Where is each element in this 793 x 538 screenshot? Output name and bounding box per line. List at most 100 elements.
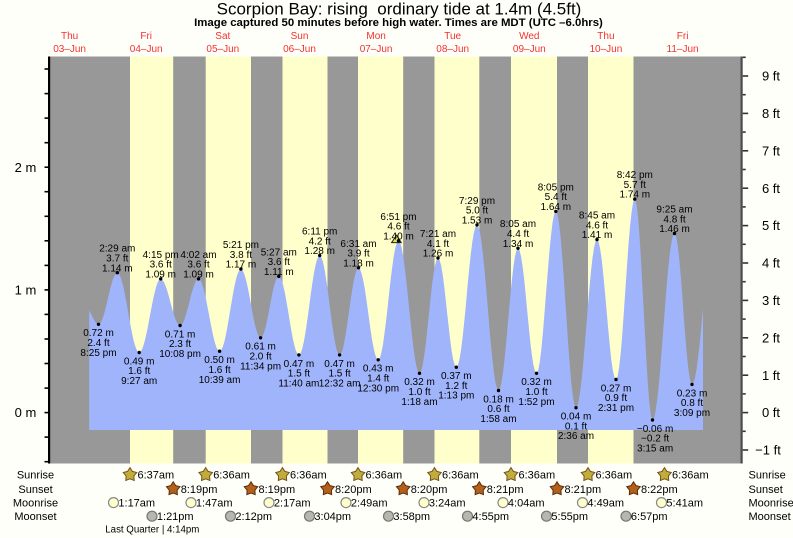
svg-text:10:08 pm: 10:08 pm: [159, 349, 201, 360]
svg-text:Last Quarter | 4:14pm: Last Quarter | 4:14pm: [105, 525, 199, 536]
svg-text:08–Jun: 08–Jun: [436, 44, 469, 55]
svg-text:1.0 ft: 1.0 ft: [525, 387, 547, 398]
svg-text:7 ft: 7 ft: [762, 143, 780, 158]
svg-text:1.64 m: 1.64 m: [541, 202, 572, 213]
svg-text:4.4 ft: 4.4 ft: [507, 229, 529, 240]
svg-text:8:20pm: 8:20pm: [335, 484, 372, 496]
svg-text:0.32 m: 0.32 m: [521, 377, 552, 388]
svg-text:6:31 am: 6:31 am: [340, 239, 376, 250]
svg-text:1.74 m: 1.74 m: [620, 190, 651, 201]
svg-text:07–Jun: 07–Jun: [360, 44, 393, 55]
svg-text:0 ft: 0 ft: [762, 405, 780, 420]
svg-text:3.6 ft: 3.6 ft: [150, 260, 172, 271]
svg-text:0.18 m: 0.18 m: [483, 394, 514, 405]
svg-text:Moonset: Moonset: [14, 511, 56, 523]
svg-text:1.6 ft: 1.6 ft: [128, 366, 150, 377]
svg-text:6:36am: 6:36am: [442, 470, 479, 482]
svg-text:0 m: 0 m: [15, 405, 37, 420]
svg-text:10:39 am: 10:39 am: [199, 375, 241, 386]
svg-text:1:21pm: 1:21pm: [157, 511, 194, 523]
svg-text:Scorpion Bay: rising ordinary: Scorpion Bay: rising ordinary tide at 1.…: [217, 0, 582, 19]
svg-text:6:36am: 6:36am: [596, 470, 633, 482]
svg-text:1.14 m: 1.14 m: [102, 263, 133, 274]
svg-text:2:17am: 2:17am: [274, 498, 311, 510]
svg-text:5:41am: 5:41am: [666, 498, 703, 510]
svg-text:03–Jun: 03–Jun: [53, 44, 86, 55]
svg-text:8:21pm: 8:21pm: [565, 484, 602, 496]
svg-text:3:24am: 3:24am: [429, 498, 466, 510]
svg-text:1.0 ft: 1.0 ft: [408, 387, 430, 398]
svg-text:8:19pm: 8:19pm: [259, 484, 296, 496]
svg-text:2:31 pm: 2:31 pm: [598, 403, 634, 414]
svg-text:6:36am: 6:36am: [213, 470, 250, 482]
svg-text:11:40 am: 11:40 am: [278, 378, 319, 389]
svg-text:Sun: Sun: [291, 31, 309, 42]
svg-text:Sunrise: Sunrise: [17, 470, 54, 482]
svg-text:2.3 ft: 2.3 ft: [169, 339, 191, 350]
svg-text:4:55pm: 4:55pm: [472, 511, 509, 523]
svg-text:5:21 pm: 5:21 pm: [223, 240, 259, 251]
svg-text:8:42 pm: 8:42 pm: [617, 170, 653, 181]
svg-text:1.5 ft: 1.5 ft: [328, 369, 350, 380]
svg-text:5.0 ft: 5.0 ft: [466, 206, 488, 217]
svg-text:1.41 m: 1.41 m: [582, 230, 613, 241]
svg-text:6:36am: 6:36am: [519, 470, 556, 482]
svg-text:Sat: Sat: [215, 31, 230, 42]
svg-text:2:29 am: 2:29 am: [99, 244, 135, 255]
svg-text:3.6 ft: 3.6 ft: [187, 260, 209, 271]
svg-text:1:47am: 1:47am: [196, 498, 233, 510]
svg-text:2 m: 2 m: [15, 160, 37, 175]
svg-text:1.17 m: 1.17 m: [226, 260, 257, 271]
svg-text:Moonset: Moonset: [749, 511, 791, 523]
svg-text:1.28 m: 1.28 m: [304, 246, 335, 257]
svg-text:2:12pm: 2:12pm: [235, 511, 272, 523]
svg-text:0.8 ft: 0.8 ft: [681, 398, 703, 409]
svg-text:8:25 pm: 8:25 pm: [80, 348, 116, 359]
svg-text:0.23 m: 0.23 m: [677, 388, 708, 399]
svg-text:4.1 ft: 4.1 ft: [427, 239, 449, 250]
svg-text:1.09 m: 1.09 m: [183, 270, 214, 281]
svg-text:0.47 m: 0.47 m: [324, 359, 355, 370]
svg-text:1 ft: 1 ft: [762, 368, 780, 383]
svg-text:Moonrise: Moonrise: [749, 498, 793, 510]
svg-text:8:45 am: 8:45 am: [579, 211, 615, 222]
svg-text:1:58 am: 1:58 am: [480, 414, 516, 425]
svg-text:3:04pm: 3:04pm: [314, 511, 351, 523]
svg-text:1.6 ft: 1.6 ft: [208, 365, 230, 376]
svg-text:0.49 m: 0.49 m: [124, 356, 155, 367]
svg-text:05–Jun: 05–Jun: [206, 44, 239, 55]
svg-text:−1 ft: −1 ft: [755, 443, 781, 458]
svg-text:0.6 ft: 0.6 ft: [487, 404, 509, 415]
svg-text:5:27 am: 5:27 am: [261, 247, 297, 258]
svg-text:0.50 m: 0.50 m: [204, 355, 235, 366]
svg-text:4.8 ft: 4.8 ft: [663, 214, 685, 225]
svg-text:3:09 pm: 3:09 pm: [674, 408, 710, 419]
svg-text:4 ft: 4 ft: [762, 256, 780, 271]
svg-text:12:32 am: 12:32 am: [319, 378, 361, 389]
svg-text:0.37 m: 0.37 m: [441, 371, 472, 382]
svg-text:12:30 pm: 12:30 pm: [357, 383, 399, 394]
svg-text:Mon: Mon: [366, 31, 385, 42]
svg-text:3:58pm: 3:58pm: [393, 511, 430, 523]
svg-text:8:20pm: 8:20pm: [411, 484, 448, 496]
svg-text:5.4 ft: 5.4 ft: [545, 192, 567, 203]
svg-text:1.4 ft: 1.4 ft: [367, 374, 389, 385]
svg-text:0.9 ft: 0.9 ft: [605, 393, 627, 404]
svg-text:4.6 ft: 4.6 ft: [387, 222, 409, 233]
svg-text:Fri: Fri: [140, 31, 152, 42]
svg-text:1.11 m: 1.11 m: [264, 267, 294, 278]
svg-text:1.26 m: 1.26 m: [423, 249, 454, 260]
svg-text:Sunset: Sunset: [749, 484, 783, 496]
svg-text:1:18 am: 1:18 am: [401, 397, 437, 408]
svg-text:6:57pm: 6:57pm: [631, 511, 668, 523]
svg-text:1:17am: 1:17am: [118, 498, 155, 510]
svg-text:0.61 m: 0.61 m: [245, 342, 276, 353]
svg-text:11–Jun: 11–Jun: [667, 44, 699, 55]
svg-text:6:37am: 6:37am: [138, 470, 175, 482]
svg-text:5.7 ft: 5.7 ft: [624, 180, 646, 191]
svg-text:8:21pm: 8:21pm: [487, 484, 524, 496]
svg-text:0.71 m: 0.71 m: [165, 329, 196, 340]
svg-text:1 m: 1 m: [15, 283, 37, 298]
svg-text:06–Jun: 06–Jun: [283, 44, 316, 55]
svg-text:Thu: Thu: [61, 31, 78, 42]
